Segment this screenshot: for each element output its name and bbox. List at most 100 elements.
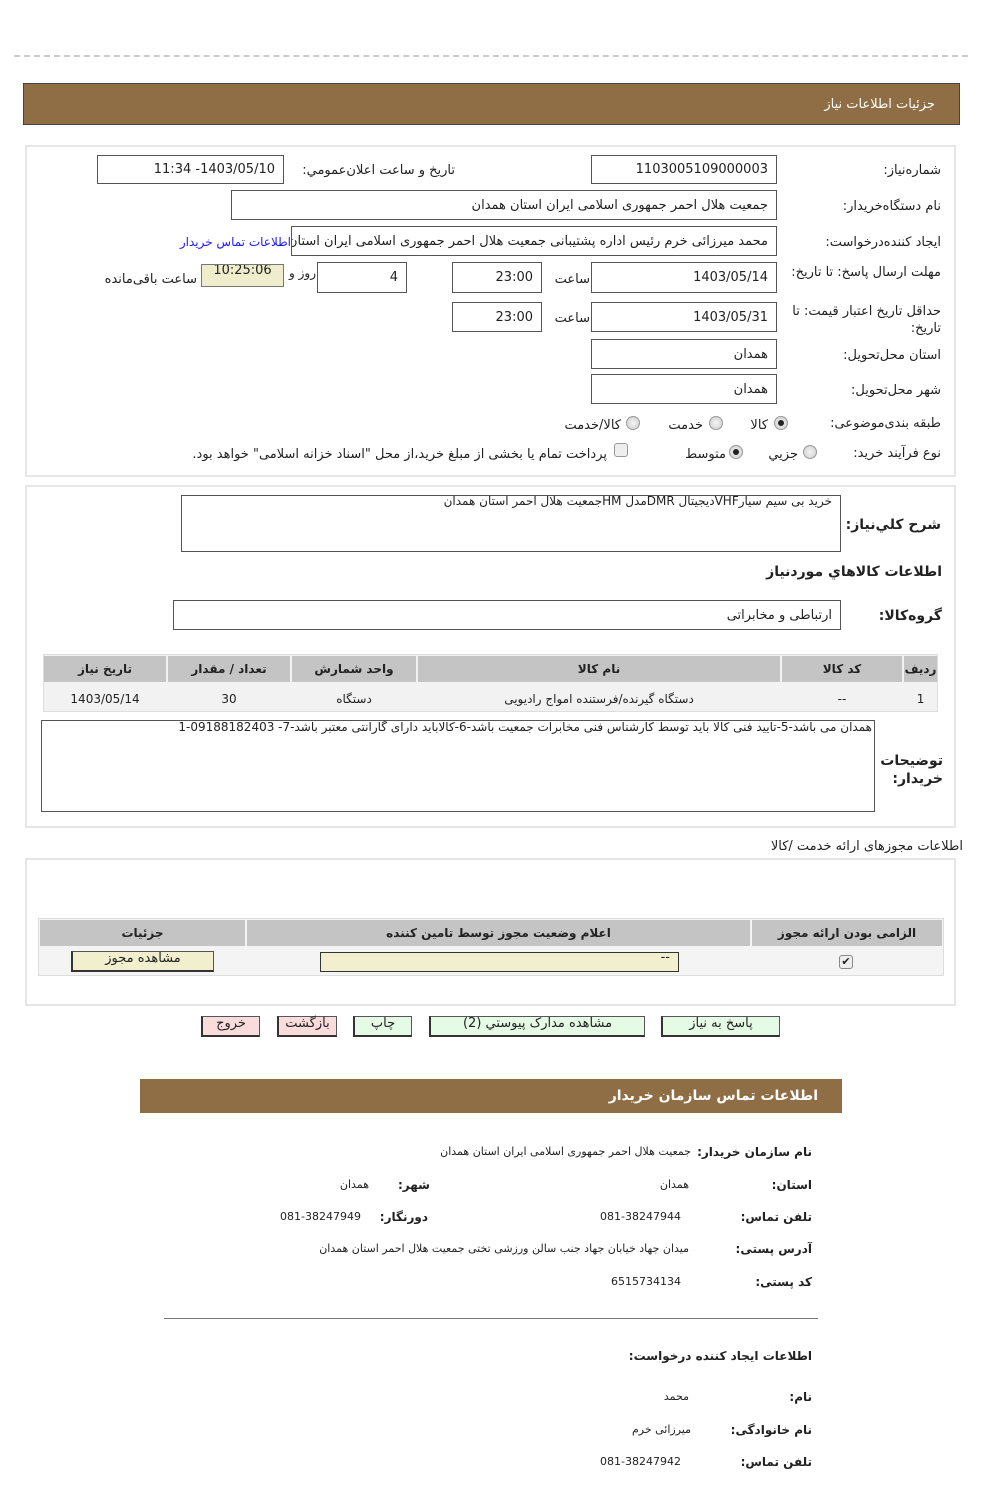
col-date: تاریخ نیاز bbox=[44, 656, 166, 682]
summary-label: شرح کلي‌نیاز: bbox=[845, 517, 941, 533]
buyer-org-label: نام دستگاه‌خریدار: bbox=[842, 199, 941, 214]
buyer-contact-link[interactable]: اطلاعات تماس خریدار bbox=[179, 235, 291, 249]
category-radio-goods[interactable] bbox=[774, 416, 788, 430]
phone-value: 081-38247944 bbox=[600, 1210, 681, 1223]
validity-date-field: 1403/05/31 bbox=[591, 302, 777, 332]
process-radio-minor[interactable] bbox=[803, 445, 817, 459]
contact-header: اطلاعات تماس سازمان خریدار bbox=[140, 1079, 842, 1113]
creator-section-title: اطلاعات ایجاد کننده درخواست: bbox=[628, 1349, 812, 1363]
category-option-both: کالا/خدمت bbox=[564, 418, 621, 433]
name-label: نام: bbox=[789, 1390, 812, 1404]
buyer-notes-field: همدان می باشد-5-تایید فنی کالا باید توسط… bbox=[41, 720, 875, 812]
process-label: نوع فرآیند خرید: bbox=[853, 446, 941, 461]
need-info-panel bbox=[25, 145, 956, 477]
category-option-goods: کالا bbox=[750, 418, 768, 433]
cell-qty: 30 bbox=[221, 692, 237, 706]
buyer-notes-label: توضیحات خریدار: bbox=[880, 753, 943, 787]
deadline-date-field: 1403/05/14 bbox=[591, 262, 777, 293]
col-qty: تعداد / مقدار bbox=[168, 656, 290, 682]
page-header: جزئیات اطلاعات نیاز bbox=[23, 83, 960, 125]
address-label: آدرس پستی: bbox=[735, 1242, 812, 1256]
remaining-label: ساعت باقی‌مانده bbox=[104, 272, 197, 287]
deadline-label: مهلت ارسال پاسخ: تا تاریخ: bbox=[791, 265, 941, 280]
city-label: شهر محل‌تحویل: bbox=[851, 383, 941, 398]
permits-title: اطلاعات مجوزهای ارائه خدمت /کالا bbox=[770, 839, 963, 854]
permits-panel bbox=[25, 858, 956, 1006]
col-name: نام کالا bbox=[418, 656, 780, 682]
top-divider bbox=[14, 55, 968, 57]
province-field: همدان bbox=[591, 339, 777, 369]
contact-city-value: همدان bbox=[339, 1178, 369, 1191]
permit-status-field: -- bbox=[320, 952, 679, 972]
col-permit-details: جزئیات bbox=[40, 920, 245, 946]
name-value: محمد bbox=[663, 1390, 689, 1403]
cell-name: دستگاه گیرنده/فرستنده امواج رادیویی bbox=[504, 692, 694, 706]
page-title: جزئیات اطلاعات نیاز bbox=[824, 96, 935, 112]
category-radio-both[interactable] bbox=[626, 416, 640, 430]
cell-code: -- bbox=[837, 692, 847, 706]
validity-label: حداقل تاریخ اعتبار قیمت: تا تاریخ: bbox=[792, 304, 941, 336]
exit-button[interactable]: خروج bbox=[201, 1016, 260, 1037]
col-unit: واحد شمارش bbox=[292, 656, 416, 682]
days-label: روز و bbox=[289, 266, 316, 280]
creator-field: محمد میرزائی خرم رئیس اداره پشتیبانی جمع… bbox=[291, 226, 777, 256]
col-permit-required: الزامی بودن ارائه مجوز bbox=[752, 920, 942, 946]
contact-province-label: استان: bbox=[771, 1178, 812, 1192]
org-label: نام سازمان خریدار: bbox=[697, 1145, 812, 1159]
cell-date: 1403/05/14 bbox=[70, 692, 140, 706]
days-field: 4 bbox=[317, 262, 407, 293]
col-code: کد کالا bbox=[782, 656, 902, 682]
goods-section-title: اطلاعات کالاهاي موردنیاز bbox=[766, 564, 942, 580]
permit-required-checkbox[interactable]: ✔ bbox=[839, 955, 853, 969]
process-option-medium: متوسط bbox=[685, 447, 726, 462]
view-permit-button[interactable]: مشاهده مجوز bbox=[71, 951, 214, 972]
col-row: ردیف bbox=[904, 656, 937, 682]
family-value: میرزائی خرم bbox=[631, 1423, 691, 1436]
org-value: جمعیت هلال احمر جمهوری اسلامی ایران استا… bbox=[440, 1145, 691, 1158]
treasury-checkbox[interactable] bbox=[614, 443, 628, 457]
contact-divider bbox=[164, 1318, 818, 1319]
back-button[interactable]: بازگشت bbox=[277, 1016, 337, 1037]
validity-hour-label: ساعت bbox=[554, 311, 590, 326]
remaining-time-field: 10:25:06 bbox=[201, 264, 284, 287]
buyer-org-field: جمعیت هلال احمر جمهوری اسلامی ایران استا… bbox=[231, 190, 777, 220]
fax-label: دورنگار: bbox=[379, 1210, 428, 1224]
cell-row: 1 bbox=[916, 692, 925, 706]
print-button[interactable]: چاپ bbox=[353, 1016, 412, 1037]
col-permit-status: اعلام وضعیت مجوز توسط تامین کننده bbox=[247, 920, 750, 946]
creator-phone-label: تلفن تماس: bbox=[740, 1455, 812, 1469]
postal-value: 6515734134 bbox=[611, 1275, 681, 1288]
fax-value: 081-38247949 bbox=[280, 1210, 361, 1223]
cell-unit: دستگاه bbox=[336, 692, 372, 706]
city-field: همدان bbox=[591, 374, 777, 404]
announce-field: 1403/05/10- 11:34 bbox=[97, 155, 284, 184]
deadline-time-field: 23:00 bbox=[452, 262, 542, 293]
process-radio-medium[interactable] bbox=[729, 445, 743, 459]
province-label: استان محل‌تحویل: bbox=[843, 348, 941, 363]
address-value: میدان جهاد خیابان جهاد جنب سالن ورزشی تخ… bbox=[319, 1242, 689, 1255]
contact-city-label: شهر: bbox=[398, 1178, 430, 1192]
reply-button[interactable]: پاسخ به نیاز bbox=[661, 1016, 780, 1037]
contact-title: اطلاعات تماس سازمان خریدار bbox=[608, 1088, 818, 1104]
validity-time-field: 23:00 bbox=[452, 302, 542, 332]
treasury-note: پرداخت تمام یا بخشی از مبلغ خرید،از محل … bbox=[192, 447, 607, 462]
creator-phone-value: 081-38247942 bbox=[600, 1455, 681, 1468]
group-label: گروه‌کالا: bbox=[878, 608, 942, 624]
goods-panel bbox=[25, 485, 956, 828]
phone-label: تلفن تماس: bbox=[740, 1210, 812, 1224]
group-field: ارتباطی و مخابراتی bbox=[173, 600, 841, 630]
announce-label: تاریخ و ساعت اعلان‌عمومي: bbox=[302, 163, 455, 178]
category-radio-service[interactable] bbox=[709, 416, 723, 430]
need-number-label: شماره‌نیاز: bbox=[883, 163, 941, 178]
need-number-field: 1103005109000003 bbox=[591, 155, 777, 184]
creator-label: ایجاد کننده‌درخواست: bbox=[825, 235, 941, 250]
contact-province-value: همدان bbox=[659, 1178, 689, 1191]
postal-label: کد پستی: bbox=[755, 1275, 812, 1289]
summary-field: خرید بی سیم سیارVHFدیجیتال DMRمدل HMجمعی… bbox=[181, 495, 841, 552]
family-label: نام خانوادگی: bbox=[730, 1423, 812, 1437]
category-option-service: خدمت bbox=[668, 418, 703, 433]
category-label: طبقه بندی‌موضوعی: bbox=[830, 416, 941, 431]
deadline-hour-label: ساعت bbox=[554, 272, 590, 287]
process-option-minor: جزيي bbox=[768, 447, 798, 462]
attachments-button[interactable]: مشاهده مدارک پیوستي (2) bbox=[429, 1016, 645, 1037]
